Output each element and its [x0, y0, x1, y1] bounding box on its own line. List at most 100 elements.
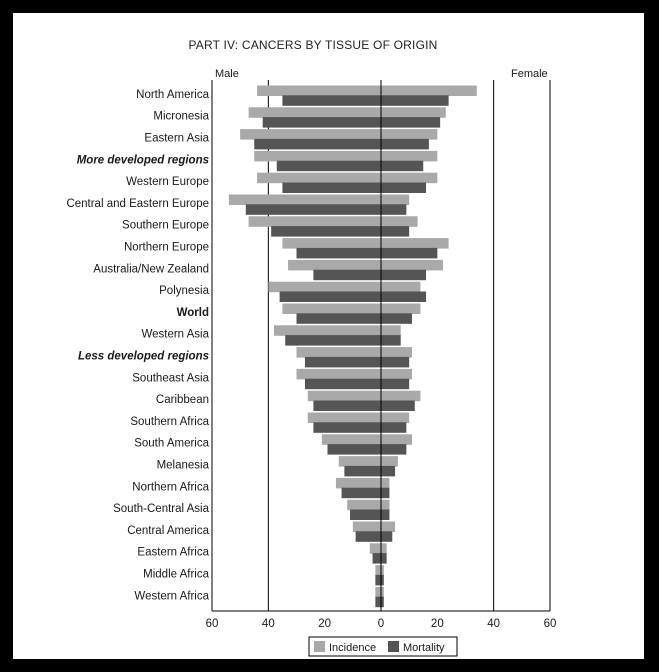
bar-incidence-female-19 [381, 499, 390, 511]
bar-mortality-male-14 [313, 400, 381, 411]
x-tick-label-0: 60 [206, 618, 219, 630]
bar-mortality-female-6 [381, 226, 410, 237]
bar-incidence-female-20 [381, 521, 396, 532]
bar-incidence-female-16 [381, 434, 412, 445]
bar-incidence-female-8 [381, 259, 443, 271]
bar-incidence-male-17 [338, 456, 381, 467]
bar-mortality-male-16 [327, 444, 381, 455]
category-label-19: South-Central Asia [113, 503, 209, 515]
category-label-23: Western Africa [134, 590, 209, 602]
male-label: Male [215, 68, 239, 80]
bar-mortality-male-12 [304, 356, 381, 368]
bar-incidence-female-1 [381, 107, 446, 118]
bar-mortality-female-1 [381, 117, 441, 128]
bar-incidence-male-18 [335, 477, 381, 489]
bar-mortality-female-12 [381, 356, 410, 368]
bar-incidence-male-16 [321, 434, 381, 445]
gridlines [267, 80, 495, 611]
category-label-11: Western Asia [141, 329, 209, 341]
category-label-14: Caribbean [156, 394, 209, 406]
bar-incidence-male-22 [375, 565, 381, 576]
bar-incidence-female-6 [381, 216, 418, 227]
bar-mortality-male-21 [372, 553, 381, 564]
bar-incidence-female-2 [381, 129, 438, 140]
bar-incidence-male-8 [288, 259, 381, 271]
bar-incidence-female-4 [381, 172, 438, 184]
bar-mortality-male-4 [282, 182, 381, 193]
category-labels: North America Micronesia Eastern Asia More … [66, 89, 209, 602]
bar-mortality-female-5 [381, 204, 407, 215]
category-label-7: Northern Europe [124, 242, 209, 254]
bar-incidence-male-23 [375, 586, 381, 598]
category-label-15: Southern Africa [130, 416, 209, 428]
bar-incidence-female-14 [381, 390, 421, 402]
category-label-10: World [177, 307, 209, 319]
chart-title: PART IV: CANCERS BY TISSUE OF ORIGIN [188, 38, 437, 52]
bar-mortality-female-2 [381, 138, 429, 150]
bar-mortality-female-11 [381, 335, 401, 346]
bar-incidence-male-1 [248, 107, 381, 118]
bar-mortality-female-22 [381, 574, 384, 586]
bar-incidence-male-21 [369, 543, 381, 554]
category-label-4: Western Europe [126, 176, 209, 188]
bar-mortality-female-18 [381, 487, 390, 499]
bar-mortality-female-14 [381, 400, 415, 411]
bar-incidence-female-12 [381, 347, 412, 358]
figure-panel: PART IV: CANCERS BY TISSUE OF ORIGIN Mal… [13, 13, 644, 659]
bar-incidence-male-0 [257, 85, 381, 96]
x-tick-label-1: 40 [262, 618, 275, 630]
category-label-18: Northern Africa [132, 481, 209, 493]
bar-mortality-female-9 [381, 291, 427, 302]
bar-incidence-male-19 [347, 499, 381, 511]
x-tick-label-5: 40 [487, 618, 500, 630]
bar-mortality-female-15 [381, 422, 407, 433]
x-tick-label-6: 60 [544, 618, 557, 630]
category-label-22: Middle Africa [143, 569, 209, 581]
bar-mortality-male-15 [313, 422, 381, 433]
bar-incidence-female-7 [381, 238, 449, 249]
bar-incidence-female-9 [381, 281, 421, 293]
legend-swatch-incidence [314, 641, 325, 652]
bar-incidence-male-14 [307, 390, 381, 402]
bar-incidence-male-12 [296, 347, 381, 358]
bar-mortality-female-16 [381, 444, 407, 455]
bar-incidence-female-22 [381, 565, 384, 576]
legend: Incidence Mortality [308, 636, 458, 657]
bar-mortality-female-3 [381, 160, 424, 172]
category-label-9: Polynesia [159, 285, 209, 297]
bar-mortality-female-0 [381, 95, 449, 106]
bar-incidence-male-13 [296, 368, 381, 380]
bar-incidence-female-10 [381, 303, 421, 314]
chart: PART IV: CANCERS BY TISSUE OF ORIGIN Mal… [66, 38, 557, 657]
x-tick-label-4: 20 [431, 618, 444, 630]
bar-mortality-male-9 [279, 291, 381, 302]
legend-label-mortality: Mortality [403, 642, 445, 654]
bar-incidence-female-23 [381, 586, 384, 598]
bar-incidence-male-15 [307, 412, 381, 423]
category-label-13: Southeast Asia [132, 372, 209, 384]
bar-mortality-male-3 [276, 160, 381, 172]
bar-mortality-female-20 [381, 531, 393, 542]
bar-mortality-male-23 [375, 596, 381, 608]
bar-incidence-male-4 [257, 172, 381, 184]
bar-incidence-male-20 [352, 521, 381, 532]
bar-incidence-male-5 [228, 194, 381, 205]
bar-incidence-female-5 [381, 194, 410, 205]
bar-incidence-male-6 [248, 216, 381, 227]
x-tick-label-2: 20 [318, 618, 331, 630]
bar-mortality-female-21 [381, 553, 387, 564]
category-label-20: Central America [127, 525, 209, 537]
category-label-8: Australia/New Zealand [93, 263, 209, 275]
bar-mortality-female-4 [381, 182, 427, 193]
bar-incidence-female-18 [381, 477, 390, 489]
bar-mortality-male-19 [350, 509, 381, 520]
bar-mortality-male-5 [245, 204, 381, 215]
category-label-0: North America [136, 89, 209, 101]
bar-mortality-female-17 [381, 465, 396, 477]
bar-mortality-female-8 [381, 269, 427, 281]
bar-incidence-female-17 [381, 456, 398, 467]
bar-mortality-male-0 [282, 95, 381, 106]
bar-mortality-female-7 [381, 247, 438, 259]
bar-mortality-male-18 [341, 487, 381, 499]
